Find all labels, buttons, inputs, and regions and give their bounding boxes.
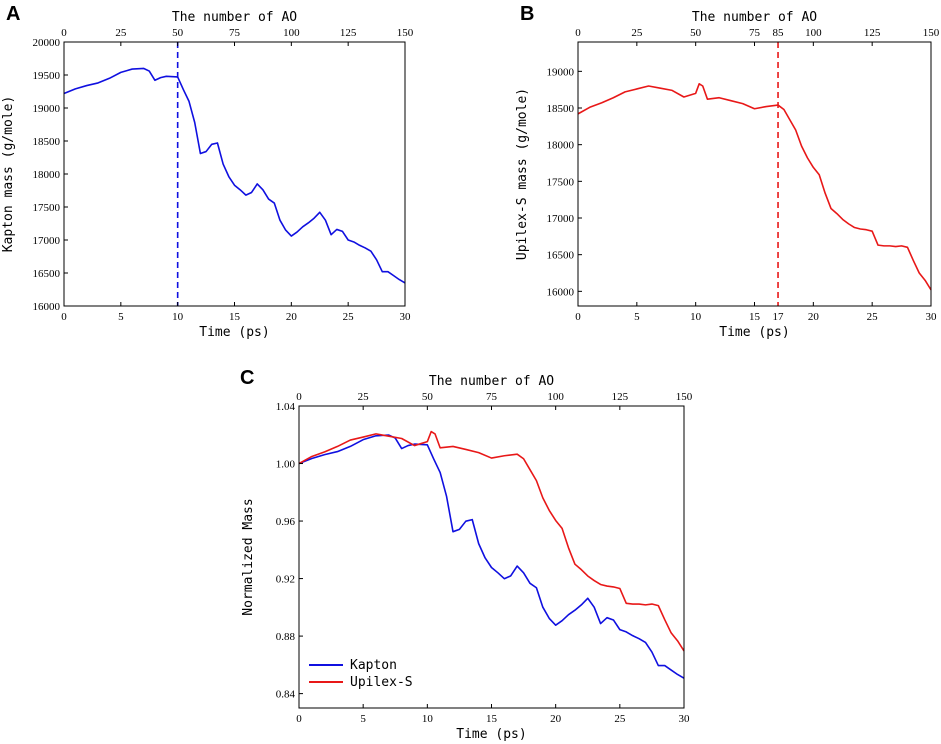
y-tick-label: 18500 [547, 103, 575, 115]
top-tick-label: 50 [172, 27, 184, 39]
top-tick-label: 25 [358, 391, 370, 403]
x-tick-label: 5 [634, 311, 640, 323]
y-tick-label: 0.96 [276, 516, 296, 528]
x-axis-title: Time (ps) [456, 727, 526, 742]
x-tick-label: 30 [679, 713, 691, 725]
x-tick-label: 25 [867, 311, 879, 323]
y-tick-label: 18000 [547, 140, 575, 152]
plot-frame [63, 41, 406, 307]
y-tick-label: 17500 [547, 176, 575, 188]
chart-panel-a: A 0 5 10 15 20 25 30 0 25 50 75 100 125 150 16000 16500 1… [1, 3, 414, 340]
top-tick-label: 75 [486, 391, 498, 403]
top-tick-label: 25 [115, 27, 127, 39]
y-tick-label: 18000 [33, 169, 61, 181]
x-axis-title: Time (ps) [199, 325, 269, 340]
marker-time-label: 17 [773, 311, 785, 323]
top-tick-label: 150 [676, 391, 693, 403]
top-tick-label: 150 [397, 27, 414, 39]
series-line-kapton [298, 434, 685, 679]
plot-frame [577, 41, 932, 307]
x-tick-label: 0 [575, 311, 581, 323]
top-axis-title: The number of AO [692, 10, 817, 25]
y-axis-title: Upilex-S mass (g/mole) [515, 88, 530, 260]
x-tick-label: 10 [690, 311, 702, 323]
top-tick-label: 100 [283, 27, 300, 39]
panel-letter: B [520, 3, 534, 25]
top-tick-label: 0 [296, 391, 302, 403]
x-tick-label: 20 [550, 713, 562, 725]
x-tick-label: 30 [400, 311, 412, 323]
y-tick-label: 0.84 [276, 689, 296, 701]
y-tick-label: 0.88 [276, 631, 296, 643]
x-tick-label: 15 [486, 713, 498, 725]
x-tick-label: 10 [422, 713, 434, 725]
y-tick-label: 20000 [33, 37, 61, 49]
series-line-kapton [63, 67, 406, 284]
x-tick-label: 5 [118, 311, 124, 323]
x-tick-label: 25 [614, 713, 626, 725]
chart-panel-c: C 0 5 10 15 20 25 30 0 25 50 75 100 125 150 0.84 0.88 0.9… [240, 367, 693, 742]
panel-letter: A [6, 3, 20, 25]
series-line-upilex-s [298, 430, 685, 652]
x-tick-label: 5 [360, 713, 366, 725]
x-tick-label: 15 [749, 311, 761, 323]
marker-ao-label: 85 [773, 27, 785, 39]
legend-label-upilex-s: Upilex-S [350, 675, 413, 690]
top-tick-label: 125 [340, 27, 357, 39]
x-tick-label: 20 [286, 311, 298, 323]
top-tick-label: 50 [422, 391, 434, 403]
y-axis-title: Kapton mass (g/mole) [1, 96, 16, 253]
x-tick-label: 30 [926, 311, 938, 323]
y-tick-label: 17000 [547, 213, 575, 225]
x-tick-label: 0 [296, 713, 302, 725]
x-tick-label: 25 [343, 311, 355, 323]
y-tick-label: 16500 [547, 250, 575, 262]
y-tick-label: 19500 [33, 70, 61, 82]
y-tick-label: 19000 [33, 103, 61, 115]
series-line-upilex-s [577, 83, 932, 291]
chart-panel-b: B 17 85 0 5 10 15 20 25 30 0 25 50 75 100 125 150 16000 16… [515, 3, 940, 340]
legend-label-kapton: Kapton [350, 658, 397, 673]
top-tick-label: 125 [612, 391, 629, 403]
top-tick-label: 0 [61, 27, 67, 39]
y-tick-label: 0.92 [276, 574, 295, 586]
x-tick-label: 10 [172, 311, 184, 323]
top-tick-label: 75 [749, 27, 761, 39]
panel-letter: C [240, 367, 254, 389]
top-tick-label: 25 [631, 27, 643, 39]
top-tick-label: 75 [229, 27, 241, 39]
top-axis-title: The number of AO [429, 374, 554, 389]
y-tick-label: 16500 [33, 268, 61, 280]
x-tick-label: 15 [229, 311, 241, 323]
top-tick-label: 100 [547, 391, 564, 403]
legend: Kapton Upilex-S [309, 658, 413, 690]
top-tick-label: 0 [575, 27, 581, 39]
y-tick-label: 17500 [33, 202, 61, 214]
x-tick-label: 20 [808, 311, 820, 323]
y-tick-label: 18500 [33, 136, 61, 148]
y-tick-label: 17000 [33, 235, 61, 247]
y-axis-title: Normalized Mass [241, 498, 256, 615]
y-tick-label: 16000 [33, 301, 61, 313]
y-tick-label: 1.04 [276, 401, 296, 413]
top-axis-title: The number of AO [172, 10, 297, 25]
top-tick-label: 100 [805, 27, 822, 39]
top-tick-label: 150 [923, 27, 940, 39]
x-tick-label: 0 [61, 311, 67, 323]
top-tick-label: 50 [690, 27, 702, 39]
y-tick-label: 16000 [547, 286, 575, 298]
y-tick-label: 1.00 [276, 459, 296, 471]
x-axis-title: Time (ps) [719, 325, 789, 340]
top-tick-label: 125 [864, 27, 881, 39]
y-tick-label: 19000 [547, 66, 575, 78]
